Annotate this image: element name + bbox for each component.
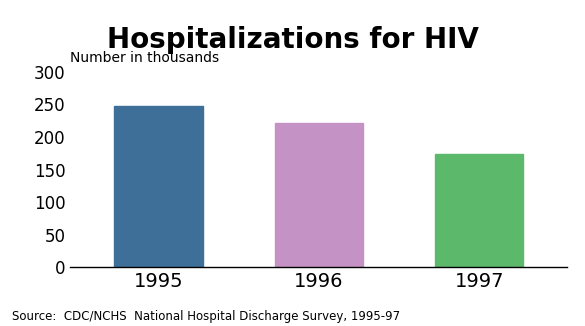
Text: Hospitalizations for HIV: Hospitalizations for HIV <box>106 26 479 54</box>
Text: Source:  CDC/NCHS  National Hospital Discharge Survey, 1995-97: Source: CDC/NCHS National Hospital Disch… <box>12 310 400 323</box>
Text: Number in thousands: Number in thousands <box>70 51 219 65</box>
Bar <box>435 154 524 267</box>
Bar <box>275 123 363 267</box>
Bar <box>114 106 202 267</box>
